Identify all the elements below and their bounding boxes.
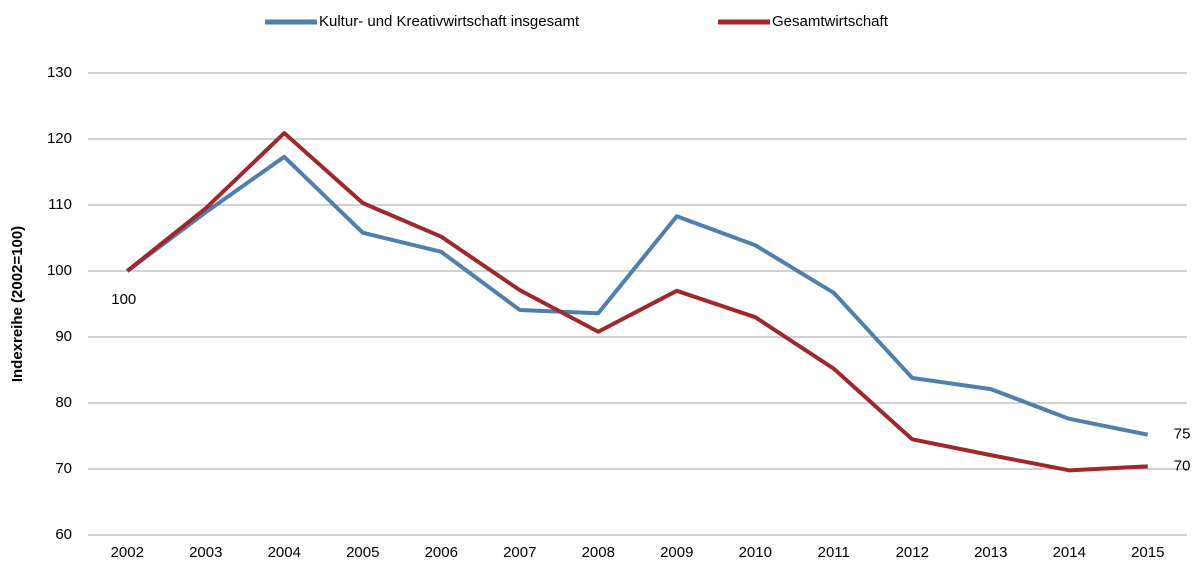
x-tick-label: 2014 — [1053, 544, 1086, 561]
x-tick-label: 2002 — [111, 544, 144, 561]
x-tick-label: 2004 — [268, 544, 301, 561]
y-tick-label: 60 — [55, 526, 72, 543]
y-tick-label: 90 — [55, 328, 72, 345]
x-tick-label: 2003 — [189, 544, 222, 561]
x-tick-label: 2012 — [896, 544, 929, 561]
y-tick-label: 110 — [48, 196, 72, 213]
x-tick-label: 2015 — [1131, 544, 1164, 561]
legend-label: Gesamtwirtschaft — [772, 13, 889, 30]
y-tick-label: 100 — [47, 262, 72, 279]
y-tick-label: 80 — [55, 394, 72, 411]
x-tick-label: 2007 — [503, 544, 536, 561]
y-tick-label: 70 — [55, 460, 72, 477]
x-tick-label: 2006 — [425, 544, 458, 561]
data-label: 100 — [111, 291, 136, 308]
x-tick-label: 2008 — [582, 544, 615, 561]
y-tick-label: 120 — [47, 130, 72, 147]
data-label: 70 — [1174, 457, 1191, 474]
x-tick-label: 2011 — [818, 544, 850, 561]
legend-label: Kultur- und Kreativwirtschaft insgesamt — [319, 13, 580, 30]
y-tick-label: 130 — [47, 64, 72, 81]
x-tick-label: 2010 — [739, 544, 772, 561]
x-tick-label: 2005 — [346, 544, 379, 561]
x-tick-label: 2013 — [974, 544, 1007, 561]
y-axis-label: Indexreihe (2002=100) — [9, 226, 26, 382]
x-tick-label: 2009 — [660, 544, 693, 561]
series-line — [126, 131, 1148, 473]
data-label: 75 — [1174, 426, 1191, 443]
series-line — [126, 154, 1149, 437]
